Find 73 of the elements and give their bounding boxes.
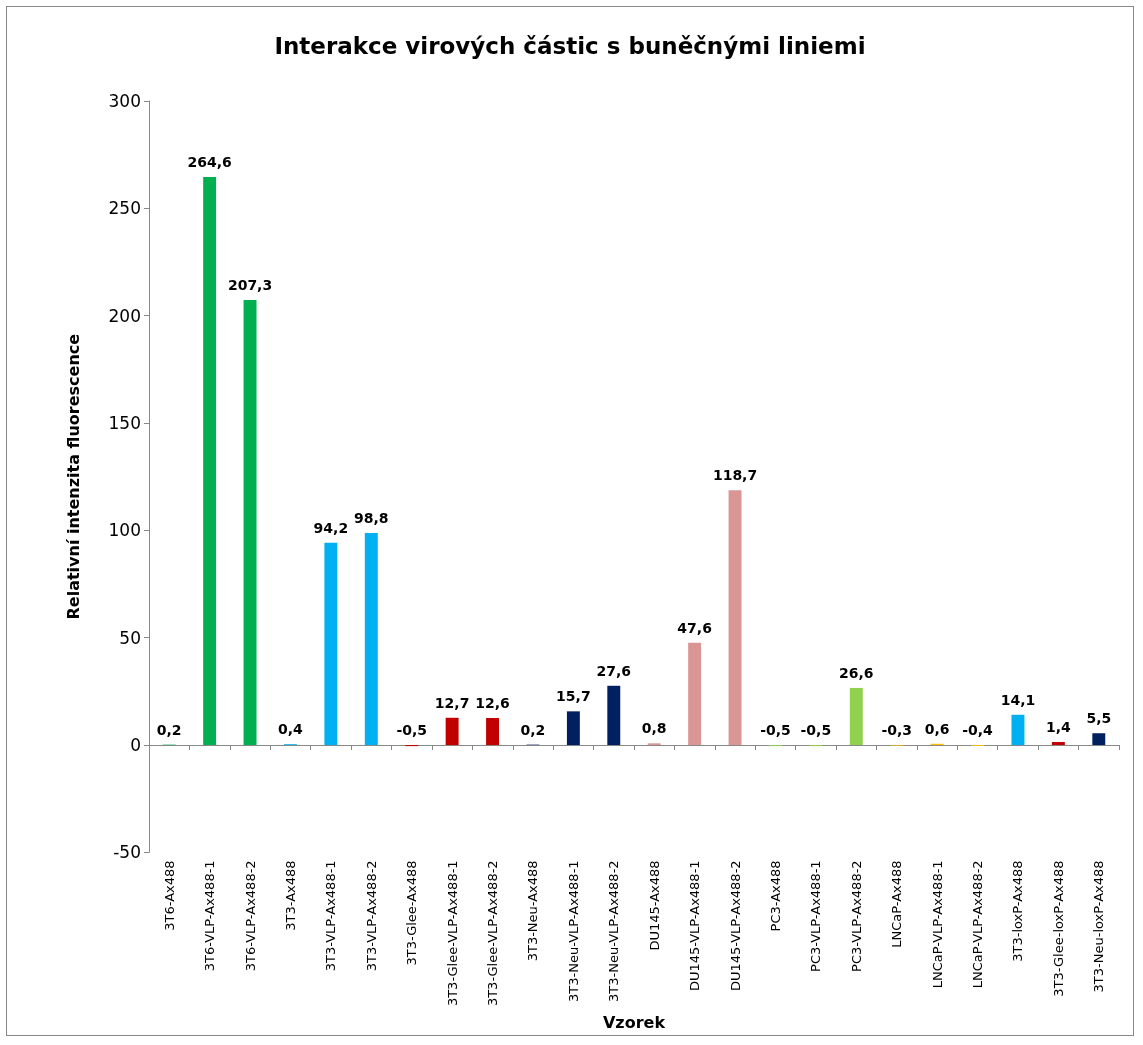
- data-label: 0,4: [278, 721, 304, 738]
- bar: [445, 717, 459, 746]
- y-tick-label: 50: [119, 627, 141, 648]
- x-tick-label: PC3-VLP-Ax488-1: [808, 860, 824, 972]
- x-tick-label: 3T3-Neu-Ax488: [525, 860, 541, 962]
- bar: [203, 177, 217, 746]
- x-tick-label: 3T3-Glee-VLP-Ax488-2: [485, 860, 501, 1007]
- x-tick-label: 3T3-Glee-VLP-Ax488-1: [444, 860, 460, 1007]
- bar: [243, 300, 257, 746]
- bar: [1092, 733, 1106, 746]
- data-label: -0,4: [962, 722, 994, 739]
- bar: [849, 687, 863, 746]
- data-label: 14,1: [1000, 691, 1036, 708]
- data-label: 0,6: [924, 720, 950, 737]
- x-tick-label: 3T3-loxP-Ax488: [1010, 860, 1026, 962]
- x-tick-label: PC3-VLP-Ax488-2: [848, 860, 864, 972]
- data-label: 207,3: [227, 277, 273, 294]
- chart-title: Interakce virových částic s buněčnými liniemi: [274, 32, 866, 59]
- x-tick-label: LNCaP-VLP-Ax488-1: [929, 860, 945, 989]
- x-tick-label: 3T3-Neu-VLP-Ax488-1: [565, 860, 581, 1002]
- bar: [364, 532, 378, 746]
- y-tick-label: 300: [108, 91, 141, 111]
- x-tick-label: 3T3-Glee-Ax488: [404, 860, 420, 966]
- x-tick-label: 3T3-Glee-loxP-Ax488: [1050, 860, 1066, 997]
- y-tick-label: -50: [113, 842, 141, 863]
- x-axis-title: Vzorek: [602, 1012, 666, 1032]
- data-label: -0,3: [881, 722, 913, 739]
- x-tick-label: 3T3-VLP-Ax488-1: [323, 860, 339, 972]
- bar: [688, 642, 702, 746]
- y-tick-label: 200: [108, 305, 141, 326]
- x-tick-label: 3T6-Ax488: [161, 860, 177, 931]
- data-label: 26,6: [839, 664, 874, 681]
- data-label: 98,8: [354, 509, 389, 526]
- data-label: 1,4: [1045, 719, 1072, 736]
- x-tick-label: 3T6-VLP-Ax488-1: [202, 860, 218, 972]
- bar: [728, 490, 742, 746]
- x-tick-label: 3T3-Neu-VLP-Ax488-2: [606, 860, 622, 1002]
- data-label: 0,2: [520, 721, 546, 738]
- data-label: 27,6: [596, 662, 632, 679]
- x-tick-label: DU145-VLP-Ax488-1: [687, 860, 703, 992]
- x-tick-label: 3T6-VLP-Ax488-2: [242, 860, 258, 972]
- bar: [1011, 714, 1025, 746]
- x-tick-label: LNCaP-VLP-Ax488-2: [970, 860, 986, 989]
- x-tick-label: PC3-Ax488: [767, 860, 783, 932]
- bar: [566, 711, 580, 746]
- data-label: 5,5: [1086, 710, 1112, 727]
- data-label: 264,6: [187, 154, 232, 170]
- x-tick-label: 3T3-Ax488: [282, 860, 298, 931]
- y-tick-label: 150: [108, 413, 141, 434]
- x-tick-label: LNCaP-Ax488: [889, 860, 905, 948]
- data-label: -0,5: [760, 722, 791, 739]
- y-tick-label: 100: [108, 520, 141, 541]
- x-tick-label: 3T3-VLP-Ax488-2: [363, 860, 379, 972]
- data-label: 15,7: [556, 688, 591, 705]
- bar: [607, 685, 621, 746]
- x-tick-label: DU145-VLP-Ax488-2: [727, 860, 743, 992]
- data-label: 12,6: [475, 694, 510, 711]
- data-label: 0,8: [641, 720, 667, 737]
- bar: [1051, 742, 1065, 746]
- data-label: 0,2: [156, 721, 182, 738]
- y-tick-label: 250: [108, 198, 141, 219]
- bar: [324, 542, 338, 746]
- data-label: 12,7: [434, 694, 470, 711]
- data-label: 94,2: [313, 519, 349, 536]
- data-label: 47,6: [677, 619, 712, 636]
- bar: [486, 717, 500, 746]
- data-label: 118,7: [712, 467, 758, 484]
- data-label: -0,5: [800, 722, 832, 739]
- y-tick-label: 0: [130, 735, 141, 756]
- x-tick-label: 3T3-Neu-loxP-Ax488: [1091, 860, 1107, 993]
- data-label: -0,5: [396, 722, 428, 739]
- x-tick-label: DU145-Ax488: [646, 860, 662, 951]
- y-axis-title: Relativní intenzita fluorescence: [63, 333, 83, 620]
